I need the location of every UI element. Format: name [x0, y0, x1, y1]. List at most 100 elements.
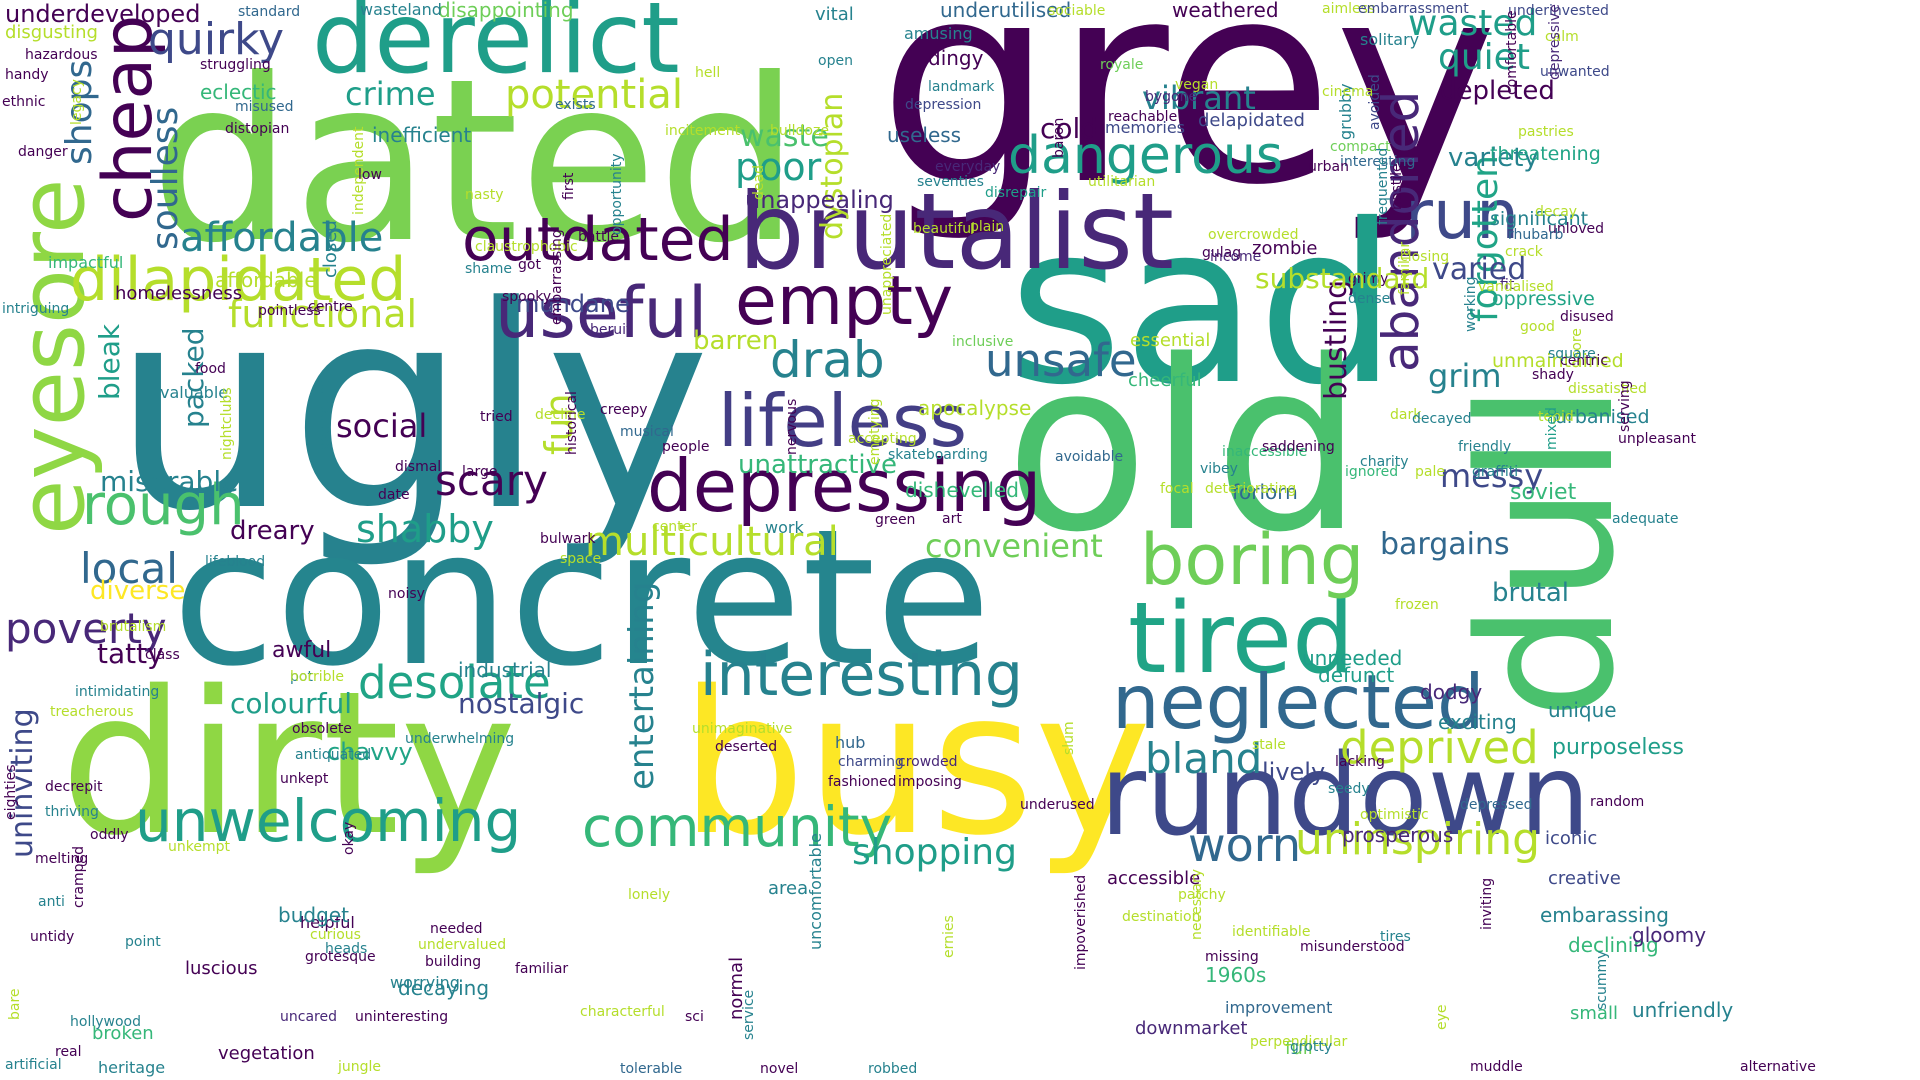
word: musical [620, 424, 674, 440]
word: varied [1432, 252, 1527, 287]
word: mixed [1544, 407, 1560, 450]
word: declining [1568, 933, 1659, 957]
word: tolerable [620, 1061, 683, 1077]
word: vandalised [1478, 279, 1554, 295]
word: run [1405, 176, 1520, 255]
word: obsolete [292, 721, 352, 737]
word: homelessness [115, 283, 243, 304]
word: intimidating [75, 684, 160, 700]
word: broken [92, 1023, 154, 1044]
word: decline [535, 407, 586, 423]
word: imposing [898, 774, 962, 790]
word: 1960s [1205, 963, 1267, 987]
word: abandoned [1372, 90, 1430, 372]
word: friendly [1458, 439, 1512, 455]
word: calm [1545, 29, 1579, 45]
word: concrete [172, 489, 992, 708]
word: adequate [1612, 511, 1679, 527]
word: bygone [1145, 89, 1198, 105]
word: dodgy [1420, 680, 1483, 704]
word: got [518, 257, 541, 273]
word: wasteland [360, 0, 442, 19]
word: waste [740, 119, 829, 154]
word: forlorn [1232, 480, 1298, 504]
word: nostalgic [458, 687, 585, 720]
word: colourful [230, 687, 353, 720]
word: eye [1434, 1004, 1450, 1030]
word: center [652, 519, 698, 535]
word: anti [38, 894, 65, 910]
word: random [1590, 794, 1645, 810]
word: chavvy [327, 738, 413, 766]
word: brutal [1492, 578, 1570, 608]
word: empty [735, 262, 954, 341]
word: uncared [280, 1009, 337, 1025]
word: accepting [848, 431, 917, 447]
word: dated [150, 31, 801, 293]
word: social [336, 407, 428, 445]
word: misused [235, 99, 294, 115]
word: unsafe [985, 334, 1137, 387]
word: urbanised [1555, 406, 1650, 428]
word: utilitarian [1088, 174, 1156, 190]
word: antiquated [295, 747, 372, 763]
word: reachable [1108, 109, 1178, 125]
word: ernies [941, 915, 957, 958]
word: low [358, 167, 382, 183]
word: tepid [1538, 409, 1574, 425]
word: distopian [225, 121, 290, 137]
word: shame [465, 261, 512, 277]
word: valuable [160, 383, 229, 402]
word: unimaginative [692, 721, 793, 737]
word: disappointing [438, 0, 574, 22]
word: robbed [868, 1061, 918, 1077]
word: avoided [1367, 74, 1383, 130]
word: vital [815, 4, 854, 25]
word: deteriorating [1205, 481, 1297, 497]
word: struggling [200, 57, 271, 73]
word: solitary [1360, 30, 1420, 49]
word: lifeblood [205, 554, 266, 570]
word: grey [878, 0, 1499, 246]
word: memories [1105, 118, 1186, 137]
word: threatening [1490, 143, 1601, 165]
word: brutalism [100, 619, 167, 635]
word: quiet [1438, 37, 1530, 78]
word: iconic [1545, 828, 1598, 849]
word: boring [1140, 519, 1365, 601]
word: disrepair [985, 185, 1047, 201]
word: decrepit [45, 779, 103, 795]
word: inclusive [952, 334, 1014, 350]
word: plain [970, 219, 1005, 235]
word: saddening [1262, 439, 1335, 455]
word: deserted [715, 739, 778, 755]
word: okay [341, 821, 357, 855]
word: luscious [185, 958, 258, 979]
word: sci [685, 1009, 704, 1025]
word: vibey [1200, 461, 1238, 477]
word: quirky [148, 14, 285, 65]
word: patchy [1178, 887, 1226, 903]
word: overcrowded [1208, 227, 1299, 243]
word: ugly [112, 247, 711, 573]
word: entertaining [622, 581, 662, 790]
word: exists [555, 97, 596, 113]
word: disused [1560, 309, 1614, 325]
word: fascinating [317, 378, 333, 455]
word: underdeveloped [5, 0, 201, 28]
word: lonely [628, 887, 671, 903]
word: underwhelming [405, 731, 515, 747]
word: delapidated [1198, 110, 1305, 131]
word: pastries [1518, 124, 1574, 140]
word: fit [1500, 277, 1515, 293]
word: unappealing [745, 186, 894, 214]
word: crowded [898, 754, 958, 770]
word: decayed [1412, 411, 1472, 427]
word: depressed [1460, 797, 1533, 813]
word: nightclubs [219, 387, 235, 460]
word: drab [770, 331, 885, 389]
word: baron [1051, 117, 1067, 158]
word: useless [887, 123, 962, 147]
word: necessary [1189, 868, 1205, 940]
word: thriving [45, 804, 99, 820]
